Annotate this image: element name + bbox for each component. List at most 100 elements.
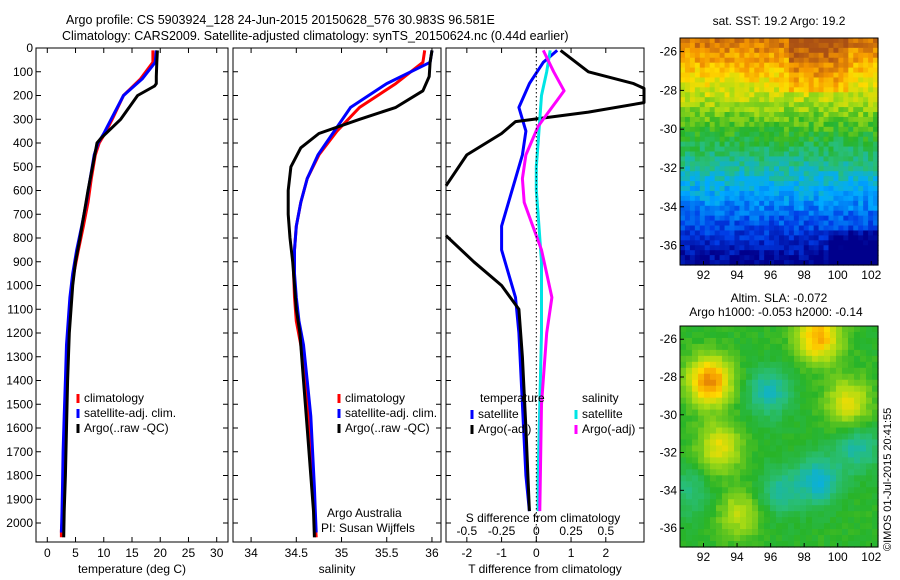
sst-map-cell — [803, 245, 810, 251]
sst-map-cell — [803, 151, 810, 158]
sst-map-cell — [684, 190, 691, 197]
sst-map-cell — [823, 87, 830, 93]
sst-map-cell — [724, 112, 731, 118]
sst-map-cell — [749, 210, 755, 217]
sst-map-cell — [699, 240, 706, 246]
sst-map-cell — [709, 186, 716, 192]
sst-map-cell — [793, 72, 800, 79]
sst-map-cell — [739, 92, 745, 98]
sst-map-cell — [779, 121, 785, 128]
sst-map-cell — [764, 235, 770, 241]
sst-map-cell — [808, 200, 815, 207]
sla-map-cell — [764, 439, 771, 447]
sla-map-cell — [764, 367, 771, 375]
sst-map-cell — [843, 230, 849, 236]
sst-map-cell — [709, 210, 716, 217]
sst-map-cell — [843, 156, 849, 162]
sst-map-cell — [838, 245, 844, 251]
sst-map-cell — [774, 260, 780, 266]
sla-map-cell — [830, 355, 837, 363]
sla-map-cell — [872, 361, 879, 369]
sst-map-cell — [818, 215, 825, 222]
sla-map-cell — [710, 505, 717, 512]
sst-map-cell — [754, 97, 760, 103]
sst-map-cell — [744, 255, 750, 261]
sst-map-cell — [769, 230, 775, 236]
sla-map-cell — [812, 487, 819, 494]
sla-map-cell — [782, 451, 789, 458]
sla-map-cell — [704, 421, 711, 429]
sla-map-cell — [848, 529, 855, 536]
sst-map-cell — [788, 255, 795, 261]
sst-map-cell — [788, 47, 795, 54]
sla-map-cell — [788, 379, 795, 387]
sst-map-cell — [838, 136, 844, 143]
sst-map-cell — [774, 107, 780, 113]
sst-map-cell — [779, 67, 785, 74]
sla-map-cell — [716, 409, 723, 417]
sla-map-cell — [812, 403, 819, 411]
institution-label: Argo Australia — [327, 506, 402, 520]
sst-map-cell — [754, 190, 760, 197]
depth-tick-label: 1400 — [6, 374, 33, 388]
sst-map-cell — [729, 136, 736, 143]
sla-map-cell — [842, 451, 849, 458]
sst-map-cell — [873, 121, 879, 128]
sst-map-cell — [769, 250, 775, 256]
sst-map-cell — [823, 102, 830, 108]
sla-map-cell — [776, 349, 783, 357]
sst-map-cell — [759, 240, 765, 246]
sst-map-cell — [868, 166, 874, 172]
sla-map-cell — [716, 391, 723, 399]
sla-map-cell — [782, 373, 789, 381]
sst-map-cell — [779, 166, 785, 172]
sla-map-cell — [740, 349, 747, 357]
sst-map-cell — [719, 156, 726, 162]
sst-map-cell — [684, 250, 691, 256]
sst-map-cell — [744, 245, 750, 251]
sst-map-cell — [759, 82, 765, 88]
sst-map-cell — [838, 240, 844, 246]
sst-map-cell — [749, 57, 755, 64]
sst-map-cell — [709, 235, 716, 241]
sla-map-cell — [710, 379, 717, 387]
sst-map-ytick-label: -28 — [660, 83, 678, 97]
sst-map-cell — [868, 215, 874, 222]
sst-map-cell — [739, 102, 745, 108]
sst-map-cell — [828, 245, 835, 251]
sla-map-cell — [800, 421, 807, 429]
sst-map-cell — [873, 186, 879, 192]
sst-map-cell — [828, 82, 835, 88]
sla-map-cell — [752, 433, 759, 441]
sst-map-cell — [858, 195, 864, 202]
sst-map-cell — [739, 156, 745, 162]
sla-map-cell — [686, 493, 693, 500]
sla-map-cell — [716, 385, 723, 393]
sst-map-cell — [863, 42, 869, 49]
sla-map-cell — [716, 403, 723, 411]
sst-map-cell — [863, 156, 869, 162]
sst-map-cell — [788, 87, 795, 93]
sst-map-cell — [704, 82, 711, 88]
sst-map-cell — [734, 116, 740, 123]
sst-map-cell — [808, 156, 815, 162]
sst-map-cell — [759, 215, 765, 222]
sst-map-cell — [868, 171, 874, 177]
sst-map-cell — [868, 190, 874, 197]
sst-map-cell — [724, 195, 731, 202]
sla-map-cell — [752, 541, 759, 548]
sla-map-cell — [854, 493, 861, 500]
sla-map-cell — [794, 511, 801, 518]
sst-map-cell — [813, 205, 820, 212]
sla-map-cell — [746, 379, 753, 387]
sst-map-cell — [689, 230, 696, 236]
sla-map-cell — [806, 373, 813, 381]
sst-map-cell — [818, 250, 825, 256]
sst-map-cell — [813, 77, 820, 84]
sst-map-cell — [719, 200, 726, 207]
sla-map-cell — [770, 331, 777, 339]
sla-map-cell — [860, 457, 867, 464]
sla-map-cell — [686, 451, 693, 458]
depth-tick-label: 2000 — [6, 516, 33, 530]
sst-map-cell — [813, 87, 820, 93]
